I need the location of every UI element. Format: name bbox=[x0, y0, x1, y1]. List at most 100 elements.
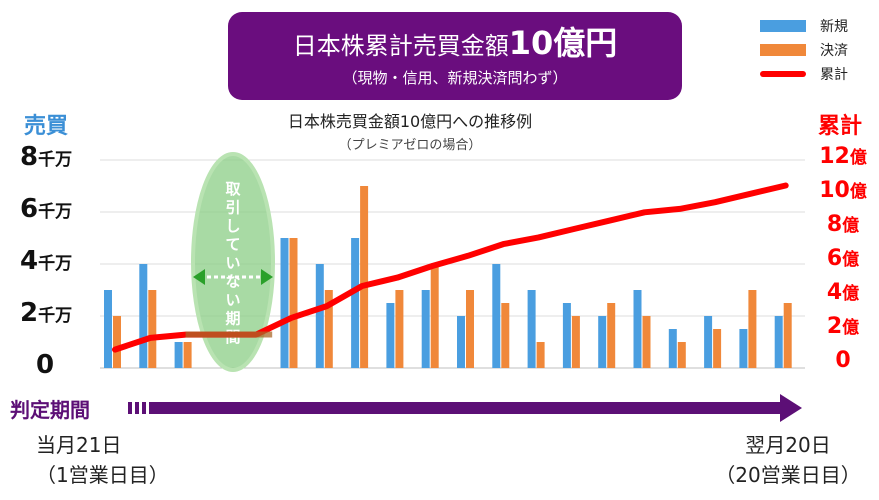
right-tick-2: 2億 bbox=[808, 312, 878, 343]
bar-new bbox=[527, 290, 536, 368]
legend-swatch-new bbox=[760, 20, 806, 32]
banner-title-prefix: 日本株累計売買金額 bbox=[292, 32, 509, 60]
bar-settle bbox=[713, 329, 722, 368]
chart-title: 日本株売買金額10億円への推移例 bbox=[287, 112, 533, 131]
period-start-date: 当月21日 bbox=[36, 433, 122, 457]
chart-legend: 新規 決済 累計 bbox=[760, 14, 848, 86]
no-trade-period-marker: 取引していない期間 bbox=[191, 152, 275, 372]
right-tick-num: 0 bbox=[835, 348, 851, 373]
legend-item-cumulative: 累計 bbox=[760, 62, 848, 86]
bar-new bbox=[704, 316, 713, 368]
bar-new bbox=[386, 303, 395, 368]
right-tick-unit: 億 bbox=[842, 250, 860, 270]
right-tick-num: 6 bbox=[826, 246, 843, 271]
bar-settle bbox=[466, 290, 474, 368]
right-tick-num: 8 bbox=[826, 212, 843, 237]
bar-settle bbox=[395, 290, 404, 368]
bar-settle bbox=[430, 264, 439, 368]
left-tick-2: 2千万 bbox=[20, 298, 92, 331]
period-start-day: （1営業日目） bbox=[36, 463, 169, 487]
left-tick-num: 8 bbox=[20, 142, 39, 172]
banner-title: 日本株累計売買金額10億円 bbox=[228, 26, 682, 63]
bar-new bbox=[421, 290, 430, 368]
period-end: 翌月20日 （20営業日目） bbox=[700, 430, 876, 490]
left-tick-num: 2 bbox=[20, 298, 39, 328]
bar-new bbox=[633, 290, 642, 368]
bar-settle bbox=[783, 303, 792, 368]
judgment-period-label: 判定期間 bbox=[10, 398, 90, 422]
left-tick-num: 4 bbox=[20, 246, 39, 276]
left-tick-unit: 千万 bbox=[38, 150, 73, 170]
left-tick-num: 6 bbox=[20, 194, 39, 224]
left-tick-unit: 千万 bbox=[38, 254, 73, 274]
bar-new bbox=[351, 238, 360, 368]
bar-new bbox=[280, 238, 289, 368]
period-tick bbox=[128, 402, 132, 414]
bar-settle bbox=[501, 303, 510, 368]
bar-new bbox=[668, 329, 677, 368]
chart-subtitle: （プレミアゼロの場合） bbox=[338, 138, 482, 153]
bar-new bbox=[139, 264, 148, 368]
bar-settle bbox=[360, 186, 369, 368]
legend-label-settle: 決済 bbox=[820, 43, 848, 59]
bar-new bbox=[104, 290, 112, 368]
right-tick-4: 4億 bbox=[808, 278, 878, 309]
left-tick-unit: 千万 bbox=[38, 306, 73, 326]
bar-new bbox=[598, 316, 607, 368]
right-axis-label: 累計 bbox=[818, 114, 863, 139]
left-axis-label: 売買 bbox=[24, 114, 69, 139]
period-arrow bbox=[128, 394, 802, 422]
right-tick-num: 10 bbox=[819, 178, 850, 203]
bar-settle bbox=[607, 303, 616, 368]
bar-settle bbox=[289, 238, 298, 368]
bar-new bbox=[562, 303, 571, 368]
right-tick-8: 8億 bbox=[808, 210, 878, 241]
right-tick-num: 2 bbox=[826, 314, 843, 339]
left-tick-8: 8千万 bbox=[20, 142, 92, 175]
period-arrow-shaft bbox=[149, 402, 781, 414]
no-trade-label: 取引していない期間 bbox=[225, 180, 241, 346]
legend-item-settle: 決済 bbox=[760, 38, 848, 62]
left-tick-num: 0 bbox=[36, 350, 55, 380]
legend-swatch-cumulative bbox=[760, 71, 806, 77]
banner-subtitle: （現物・信用、新規決済問わず） bbox=[342, 69, 568, 87]
bar-settle bbox=[677, 342, 686, 368]
legend-label-cumulative: 累計 bbox=[820, 67, 848, 83]
bar-new bbox=[739, 329, 748, 368]
right-tick-unit: 億 bbox=[842, 216, 860, 236]
bar-settle bbox=[642, 316, 651, 368]
right-tick-10: 10億 bbox=[808, 176, 878, 207]
period-end-date: 翌月20日 bbox=[745, 433, 831, 457]
bar-new bbox=[492, 264, 501, 368]
bar-settle bbox=[748, 290, 757, 368]
right-tick-6: 6億 bbox=[808, 244, 878, 275]
no-trade-ellipse bbox=[191, 152, 275, 372]
left-tick-unit: 千万 bbox=[38, 202, 73, 222]
period-tick bbox=[135, 402, 139, 414]
banner-title-amount: 10億円 bbox=[508, 24, 618, 62]
bar-settle bbox=[183, 342, 192, 368]
bar-settle bbox=[324, 290, 333, 368]
title-banner: 日本株累計売買金額10億円 （現物・信用、新規決済問わず） bbox=[228, 12, 682, 100]
period-tick bbox=[142, 402, 146, 414]
right-tick-12: 12億 bbox=[808, 142, 878, 173]
period-start: 当月21日 （1営業日目） bbox=[36, 430, 169, 490]
legend-item-new: 新規 bbox=[760, 14, 848, 38]
bar-settle bbox=[113, 316, 121, 368]
bar-settle bbox=[571, 316, 580, 368]
period-end-day: （20営業日目） bbox=[715, 463, 861, 487]
period-arrow-head bbox=[780, 394, 802, 422]
arrow-left-icon bbox=[193, 269, 205, 285]
right-tick-num: 4 bbox=[826, 280, 843, 305]
right-tick-unit: 億 bbox=[849, 182, 867, 202]
bar-settle bbox=[536, 342, 545, 368]
bar-new bbox=[174, 342, 183, 368]
right-tick-0: 0 bbox=[808, 346, 878, 377]
left-tick-6: 6千万 bbox=[20, 194, 92, 227]
right-tick-unit: 億 bbox=[842, 284, 860, 304]
left-tick-0: 0 bbox=[36, 350, 108, 383]
right-tick-unit: 億 bbox=[842, 318, 860, 338]
chart-bars bbox=[104, 186, 792, 368]
legend-label-new: 新規 bbox=[820, 19, 848, 35]
cumulative-line-layer bbox=[112, 182, 789, 353]
